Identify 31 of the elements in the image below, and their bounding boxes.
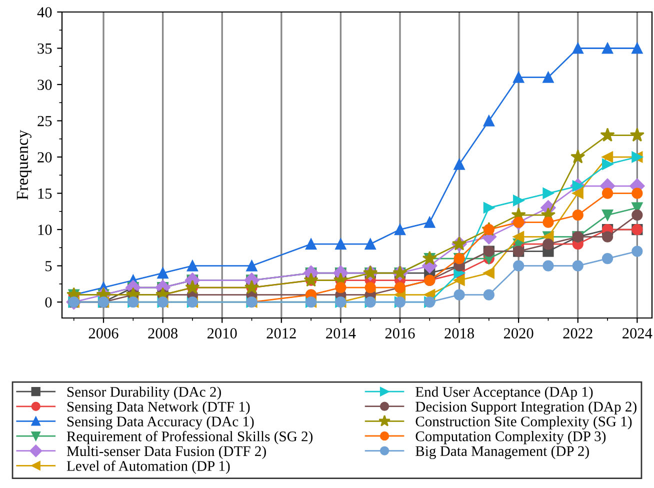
legend-label: Construction Site Complexity (SG 1) bbox=[416, 416, 632, 430]
x-tick-label: 2024 bbox=[622, 328, 652, 338]
y-tick-label: 40 bbox=[37, 7, 52, 18]
y-tick-label: 20 bbox=[38, 152, 52, 162]
y-tick-label: 30 bbox=[38, 80, 52, 90]
legend-label: End User Acceptance (DAp 1) bbox=[416, 386, 593, 400]
y-tick-label: 10 bbox=[38, 224, 52, 235]
legend-label: Multi-senser Data Fusion (DTF 2) bbox=[66, 446, 266, 460]
x-tick-label: 2012 bbox=[266, 328, 296, 338]
legend-label: Big Data Management (DP 2) bbox=[416, 446, 589, 460]
x-tick-label: 2016 bbox=[385, 328, 415, 338]
y-tick-label: 0 bbox=[45, 297, 52, 308]
y-tick-label: 25 bbox=[38, 116, 52, 126]
legend-label: Computation Complexity (DP 3) bbox=[416, 430, 606, 444]
y-tick-label: 15 bbox=[38, 188, 52, 199]
x-tick-label: 2018 bbox=[444, 328, 474, 338]
legend-label: Decision Support Integration (DAp 2) bbox=[416, 401, 636, 415]
x-tick-label: 2010 bbox=[207, 328, 237, 338]
legend-label: Requirement of Professional Skills (SG 2) bbox=[66, 430, 313, 444]
x-tick-label: 2020 bbox=[504, 328, 534, 338]
legend-label: Sensor Durability (DAc 2) bbox=[67, 386, 221, 400]
x-tick-label: 2014 bbox=[326, 328, 356, 338]
legend-label: Sensing Data Network (DTF 1) bbox=[67, 401, 250, 415]
x-tick-label: 2022 bbox=[563, 328, 592, 338]
y-tick-label: 5 bbox=[46, 261, 52, 272]
legend-label: Sensing Data Accuracy (DAc 1) bbox=[67, 416, 254, 430]
legend-label: Level of Automation (DP 1) bbox=[66, 460, 230, 474]
x-tick-label: 2006 bbox=[88, 328, 118, 338]
x-tick-label: 2008 bbox=[148, 328, 178, 338]
y-tick-label: 35 bbox=[38, 43, 52, 54]
y-axis-title: Frequency bbox=[16, 130, 32, 200]
